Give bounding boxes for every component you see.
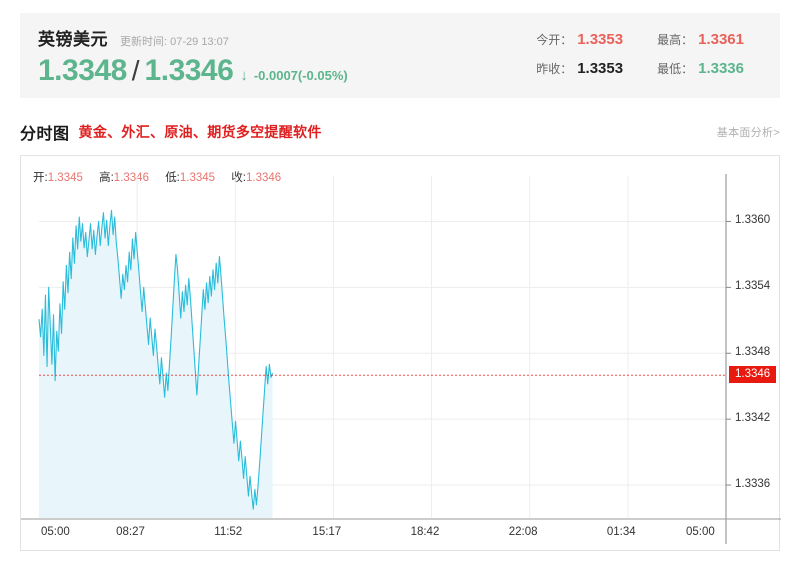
update-time-label: 更新时间: bbox=[120, 36, 168, 48]
update-time: 更新时间: 07-29 13:07 bbox=[120, 33, 229, 49]
x-axis-label: 01:34 bbox=[606, 526, 636, 538]
ohlc-close-value: 1.3346 bbox=[245, 172, 282, 184]
bid-price: 1.3348 bbox=[38, 54, 127, 87]
ohlc-open-value: 1.3345 bbox=[47, 172, 83, 184]
stat-open-value: 1.3353 bbox=[577, 31, 624, 48]
page-title: 分时图 bbox=[20, 126, 70, 143]
quote-card: 英镑美元 更新时间: 07-29 13:07 1.3348 / 1.3346 ↓… bbox=[20, 13, 780, 98]
instrument-name: 英镑美元 bbox=[38, 30, 108, 49]
ohlc-open-label: 开: bbox=[33, 172, 48, 184]
update-time-value: 07-29 13:07 bbox=[170, 36, 229, 48]
ohlc-low-value: 1.3345 bbox=[179, 172, 216, 184]
ohlc-low: 低:1.3345 bbox=[165, 172, 215, 184]
x-axis-label: 22:08 bbox=[508, 526, 538, 538]
stat-low: 最低： 1.3336 bbox=[657, 60, 744, 77]
ask-price: 1.3346 bbox=[144, 54, 234, 87]
price-line bbox=[38, 209, 274, 510]
quote-stats-grid: 今开： 1.3353 最高： 1.3361 昨收： 1.3353 最低： 1.3… bbox=[536, 31, 744, 77]
x-axis-label: 18:42 bbox=[410, 526, 440, 538]
change-direction-arrow-icon: ↓ bbox=[240, 67, 248, 84]
stat-low-label: 最低： bbox=[657, 62, 694, 76]
quote-primary: 英镑美元 更新时间: 07-29 13:07 1.3348 / 1.3346 ↓… bbox=[38, 25, 348, 88]
chart-card[interactable]: 开:1.3345 高:1.3346 低:1.3345 收:1.3346 1.33… bbox=[20, 155, 781, 552]
price-chart-svg bbox=[21, 174, 781, 544]
y-axis-label: 1.3342 bbox=[735, 412, 771, 425]
stat-open-label: 今开： bbox=[536, 33, 573, 47]
x-axis-label: 11:52 bbox=[214, 526, 243, 538]
promo-link[interactable]: 黄金、外汇、原油、期货多空提醒软件 bbox=[78, 124, 322, 140]
x-axis-label: 15:17 bbox=[312, 526, 342, 538]
x-axis-label: 08:27 bbox=[116, 526, 145, 538]
stat-open: 今开： 1.3353 bbox=[536, 31, 623, 48]
price-separator: / bbox=[131, 55, 140, 86]
stat-high-label: 最高： bbox=[657, 33, 694, 47]
current-price-badge: 1.3346 bbox=[729, 366, 777, 384]
stat-low-value: 1.3336 bbox=[698, 60, 744, 77]
section-header: 分时图 黄金、外汇、原油、期货多空提醒软件 基本面分析> bbox=[20, 118, 780, 146]
instrument-row: 英镑美元 更新时间: 07-29 13:07 bbox=[38, 25, 348, 50]
stat-high-value: 1.3361 bbox=[698, 31, 744, 48]
price-plot[interactable] bbox=[21, 156, 781, 552]
y-axis-label: 1.3360 bbox=[735, 214, 771, 227]
stat-prev-close-label: 昨收： bbox=[536, 62, 573, 76]
fundamental-analysis-link[interactable]: 基本面分析> bbox=[716, 127, 780, 139]
ohlc-high-value: 1.3346 bbox=[113, 172, 149, 184]
ohlc-high: 高:1.3346 bbox=[99, 172, 149, 184]
change-value: -0.0007(-0.05%) bbox=[253, 68, 348, 83]
stat-prev-close-value: 1.3353 bbox=[577, 60, 624, 77]
y-axis-label: 1.3354 bbox=[735, 280, 771, 293]
y-axis-label: 1.3348 bbox=[735, 346, 771, 359]
x-axis-label: 05:00 bbox=[41, 526, 70, 538]
ohlc-low-label: 低: bbox=[165, 172, 180, 184]
price-row: 1.3348 / 1.3346 ↓ -0.0007(-0.05%) bbox=[38, 54, 348, 88]
stat-high: 最高： 1.3361 bbox=[657, 31, 744, 48]
ohlc-high-label: 高: bbox=[99, 172, 114, 184]
ohlc-open: 开:1.3345 bbox=[33, 172, 83, 184]
x-axis-label: 05:00 bbox=[686, 526, 715, 538]
stat-prev-close: 昨收： 1.3353 bbox=[536, 60, 623, 77]
y-axis-label: 1.3336 bbox=[735, 478, 771, 491]
